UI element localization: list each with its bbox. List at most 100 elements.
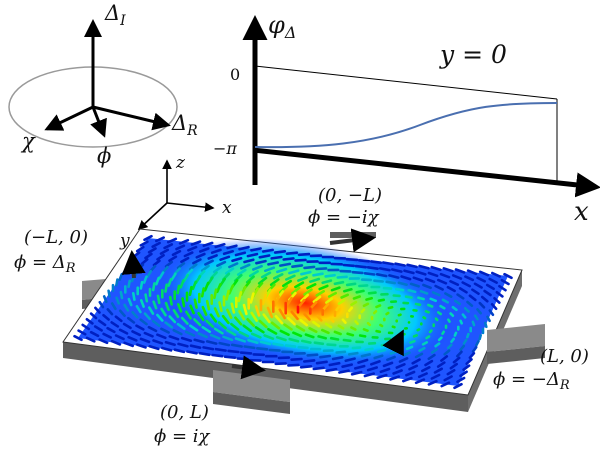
field-arrow [149,264,157,273]
field-arrow [106,308,114,316]
field-arrow [315,360,328,365]
right-contact-coord: (L, 0) [540,346,589,367]
field-arrow [144,252,153,260]
field-arrow [404,295,413,299]
field-arrow [237,290,243,303]
phase-plot-xlabel: x [574,197,589,227]
field-arrow [466,269,478,276]
field-arrow [238,245,250,251]
y-axis [137,202,168,231]
field-arrow [454,268,466,274]
field-arrow [177,303,183,313]
field-arrow [443,375,453,382]
field-arrow [267,327,278,335]
field-arrow [315,289,326,297]
field-arrow [257,276,268,285]
field-arrow [366,265,379,271]
field-arrow [480,295,489,303]
field-arrow [478,270,490,277]
field-arrow [475,339,480,347]
field-arrow [466,300,474,308]
field-arrow [328,316,335,323]
field-arrow [148,344,160,351]
field-arrow [302,359,316,363]
x-axis [166,202,215,212]
field-arrow [159,248,169,255]
field-arrow [409,282,420,288]
top-contact-coord: (0, −L) [318,185,382,206]
field-arrow [389,375,401,381]
contact-labels: (0, −L) ϕ = −iχ (−L, 0) ϕ = ΔR (L, 0) ϕ … [14,185,589,447]
field-arrow [440,355,449,362]
field-arrow [303,265,316,270]
field-arrow [278,308,287,320]
field-arrow [306,353,319,357]
field-arrow [449,312,455,318]
lead-bottom [213,370,290,414]
field-arrow [94,306,101,314]
y-label: y [119,231,130,251]
field-arrow [325,367,338,373]
field-arrow [300,293,310,303]
field-arrow [161,346,173,352]
field-arrow [77,329,87,336]
field-arrow [98,319,107,327]
field-arrow [214,347,227,352]
field-arrow [488,277,498,284]
field-arrow [202,241,214,247]
field-arrow [195,252,206,259]
field-arrow [151,241,161,248]
phase-plot-ytick-top: 0 [230,65,240,84]
order-parameter-axes: ΔI ΔR χ ϕ [8,1,198,168]
field-arrow [155,236,165,243]
field-arrow [329,336,340,341]
bottom-lead-phase-arrow [231,355,266,380]
field-arrow [369,260,383,265]
field-arrow [375,304,382,309]
field-arrow [455,350,463,358]
field-arrow [290,310,299,321]
field-arrow [234,337,246,343]
field-arrow [230,302,236,314]
field-arrow [397,313,402,317]
field-arrow [483,289,492,297]
field-arrow [424,309,430,314]
field-arrow [358,334,367,338]
field-arrow [212,265,222,274]
field-arrow [189,304,195,315]
field-arrow [446,368,456,376]
field-arrow [258,254,271,259]
field-arrow [342,287,353,293]
phase-plot: φΔ y = 0 0 −π x [213,11,600,227]
field-arrow [202,346,215,351]
field-arrow [168,315,177,324]
field-arrow [378,267,391,272]
slab-device [62,228,545,414]
phase-plot-ytick-bottom: −π [213,139,237,158]
field-arrow [430,348,439,354]
field-arrow [369,360,381,366]
field-arrow [249,292,255,304]
field-arrow [218,341,231,347]
field-arrow [274,314,284,325]
field-arrow [434,317,439,322]
field-arrow [152,300,158,310]
field-arrow [250,332,262,339]
field-arrow [127,279,131,289]
field-arrow [427,271,439,278]
field-arrow [303,312,311,321]
field-arrow [122,322,132,330]
field-arrow [363,372,376,378]
field-arrow [98,300,105,309]
field-arrow [193,338,205,344]
field-arrow [439,272,451,279]
field-arrow [248,270,259,278]
field-arrow [115,296,120,305]
field-arrow [459,344,466,352]
field-arrow [338,369,350,374]
field-arrow [236,268,247,276]
field-arrow [333,280,345,286]
top-lead-phase-arrow [329,228,376,253]
field-arrow [279,329,290,337]
field-arrow [234,316,243,326]
